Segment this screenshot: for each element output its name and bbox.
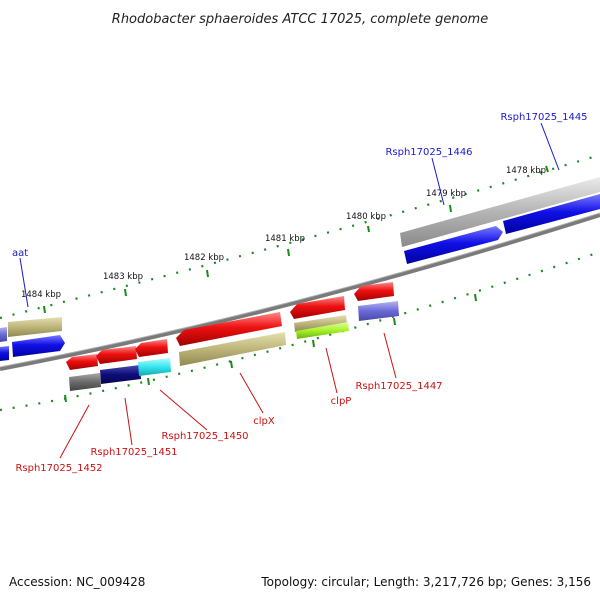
gene-label-clpP: clpP: [331, 396, 352, 407]
gene-cyan-1450: [138, 358, 171, 376]
gene-label-1446: Rsph17025_1446: [385, 147, 472, 158]
cds-1447: [354, 282, 394, 301]
gene-darkgrey-1452: [69, 373, 101, 391]
forward-strand-genes: [0, 177, 600, 361]
scale-label: 1484 kbp: [21, 290, 61, 300]
gene-slate-left: [0, 327, 7, 342]
reverse-labels: Rsph17025_1452 Rsph17025_1451 Rsph17025_…: [15, 381, 442, 474]
gene-label-1452: Rsph17025_1452: [15, 463, 102, 474]
genome-backbone: [0, 212, 600, 371]
gene-olive-aat: [8, 317, 62, 337]
outer-major-ticks: [43, 165, 549, 314]
gene-olive-clpX: [179, 332, 286, 366]
reverse-leaders: [59, 332, 397, 459]
gene-grey-1445: [400, 177, 600, 247]
gene-label-aat: aat: [12, 248, 28, 259]
gene-label-1445: Rsph17025_1445: [500, 112, 587, 123]
cds-1451: [96, 346, 137, 364]
forward-labels: aat Rsph17025_1446 Rsph17025_1445: [12, 112, 588, 259]
gene-blue-left: [0, 346, 9, 361]
cds-1450: [135, 339, 168, 357]
gene-navy-1451: [100, 365, 141, 384]
gene-blue-1446: [404, 226, 503, 264]
gene-label-1451: Rsph17025_1451: [90, 447, 177, 458]
gene-label-1450: Rsph17025_1450: [161, 431, 248, 442]
gene-olive-clpP: [294, 315, 347, 332]
accession-text: Accession: NC_009428: [9, 575, 145, 589]
scale-label: 1481 kbp: [265, 234, 305, 244]
reverse-strand-genes: [66, 282, 399, 391]
gene-blue-1445: [503, 194, 600, 234]
cds-clpP: [290, 296, 345, 319]
map-title: Rhodobacter sphaeroides ATCC 17025, comp…: [112, 12, 488, 27]
scale-label: 1483 kbp: [103, 272, 143, 282]
gene-label-1447: Rsph17025_1447: [355, 381, 442, 392]
forward-leaders: [19, 122, 560, 308]
gene-slate-1447: [358, 301, 399, 321]
scale-labels: 1478 kbp 1479 kbp 1480 kbp 1481 kbp 1482…: [21, 166, 546, 300]
inner-major-ticks: [64, 293, 477, 403]
cds-1452: [66, 354, 98, 370]
scale-label: 1482 kbp: [184, 253, 224, 263]
scale-label: 1479 kbp: [426, 189, 466, 199]
gene-lime-clpP: [296, 322, 349, 339]
topology-summary: Topology: circular; Length: 3,217,726 bp…: [260, 575, 591, 589]
cds-clpX: [176, 312, 282, 346]
gene-label-clpX: clpX: [253, 416, 275, 427]
scale-label: 1480 kbp: [346, 212, 386, 222]
scale-label: 1478 kbp: [506, 166, 546, 176]
gene-blue-aat: [12, 335, 65, 357]
